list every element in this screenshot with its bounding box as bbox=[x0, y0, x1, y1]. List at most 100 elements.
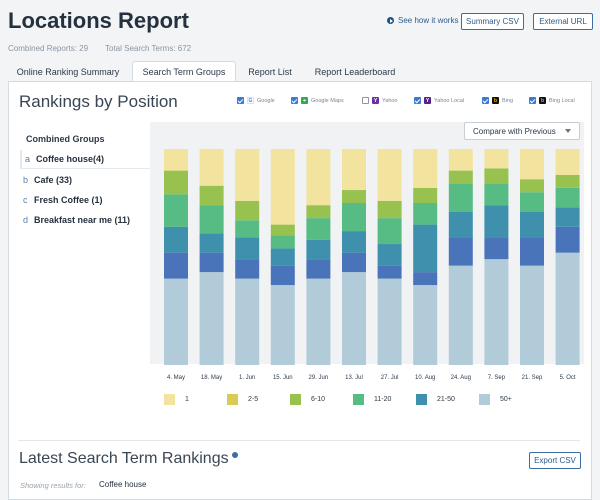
summary-csv-button[interactable]: Summary CSV bbox=[461, 13, 524, 30]
bar-segment-21-50-9[interactable] bbox=[484, 237, 509, 260]
engine-toggle-bing[interactable]: b Bing bbox=[482, 97, 513, 104]
bar-segment-1-9[interactable] bbox=[484, 149, 509, 169]
bar-segment-21-50-11[interactable] bbox=[555, 226, 580, 253]
bar-segment-2-5-6[interactable] bbox=[377, 200, 402, 219]
bar-segment-21-50-8[interactable] bbox=[448, 237, 473, 266]
bar-segment-50plus-1[interactable] bbox=[199, 272, 224, 365]
bar-segment-1-3[interactable] bbox=[270, 149, 295, 225]
bar-segment-1-4[interactable] bbox=[306, 149, 331, 206]
bar-segment-2-5-8[interactable] bbox=[448, 170, 473, 184]
bar-segment-6-10-8[interactable] bbox=[448, 183, 473, 212]
tab-search-term-groups[interactable]: Search Term Groups bbox=[132, 61, 236, 82]
bar-segment-21-50-5[interactable] bbox=[342, 252, 366, 273]
bar-segment-6-10-3[interactable] bbox=[270, 235, 295, 249]
bar-segment-21-50-7[interactable] bbox=[413, 272, 438, 286]
bar-segment-50plus-4[interactable] bbox=[306, 278, 331, 365]
bar-segment-11-20-3[interactable] bbox=[270, 248, 295, 266]
bar-segment-2-5-7[interactable] bbox=[413, 187, 438, 203]
bar-segment-1-10[interactable] bbox=[520, 149, 544, 180]
bar-segment-50plus-5[interactable] bbox=[342, 272, 366, 365]
x-tick-label: 1. Jun bbox=[239, 375, 255, 381]
bar-segment-1-0[interactable] bbox=[164, 149, 188, 171]
checkbox-icon[interactable] bbox=[237, 97, 244, 104]
bar-segment-2-5-4[interactable] bbox=[306, 205, 331, 219]
bar-segment-6-10-7[interactable] bbox=[413, 203, 438, 225]
bar-segment-11-20-11[interactable] bbox=[555, 207, 580, 227]
bar-segment-11-20-2[interactable] bbox=[235, 237, 260, 260]
engine-toggle-bing-local[interactable]: b Bing Local bbox=[529, 97, 575, 104]
engine-toggle-yahoo[interactable]: Y Yahoo bbox=[362, 97, 398, 104]
bar-segment-1-6[interactable] bbox=[377, 149, 402, 201]
bar-segment-6-10-1[interactable] bbox=[199, 205, 224, 234]
bar-segment-2-5-3[interactable] bbox=[270, 224, 295, 236]
bar-segment-1-8[interactable] bbox=[448, 149, 473, 171]
bar-segment-50plus-0[interactable] bbox=[164, 278, 188, 365]
bar-segment-11-20-8[interactable] bbox=[448, 211, 473, 238]
checkbox-icon[interactable] bbox=[529, 97, 536, 104]
checkbox-icon[interactable] bbox=[482, 97, 489, 104]
checkbox-icon[interactable] bbox=[362, 97, 369, 104]
bar-segment-11-20-5[interactable] bbox=[342, 231, 366, 253]
external-url-button[interactable]: External URL bbox=[533, 13, 593, 30]
bar-segment-50plus-2[interactable] bbox=[235, 278, 260, 365]
bar-segment-50plus-7[interactable] bbox=[413, 285, 438, 365]
bar-segment-21-50-2[interactable] bbox=[235, 259, 260, 279]
tab-report-leaderboard[interactable]: Report Leaderboard bbox=[314, 66, 396, 77]
bar-segment-11-20-9[interactable] bbox=[484, 205, 509, 238]
bar-segment-21-50-0[interactable] bbox=[164, 252, 188, 279]
bar-segment-11-20-6[interactable] bbox=[377, 244, 402, 266]
bar-segment-6-10-2[interactable] bbox=[235, 220, 260, 238]
engine-toggle-google[interactable]: G Google bbox=[237, 97, 275, 104]
engine-toggle-google-maps[interactable]: ⌖ Google Maps bbox=[291, 97, 344, 104]
compare-select[interactable]: Compare with Previous bbox=[464, 122, 580, 140]
bar-segment-50plus-11[interactable] bbox=[555, 252, 580, 365]
bar-segment-1-1[interactable] bbox=[199, 149, 224, 186]
how-it-works-link[interactable]: See how it works bbox=[387, 16, 458, 25]
bar-segment-1-2[interactable] bbox=[235, 149, 260, 201]
group-item-coffee-house[interactable]: a Coffee house(4) bbox=[20, 150, 150, 169]
bar-segment-11-20-4[interactable] bbox=[306, 239, 331, 260]
bar-segment-11-20-1[interactable] bbox=[199, 233, 224, 253]
bar-segment-2-5-9[interactable] bbox=[484, 168, 509, 184]
checkbox-icon[interactable] bbox=[414, 97, 421, 104]
group-item-fresh-coffee[interactable]: c Fresh Coffee (1) bbox=[20, 190, 150, 209]
bar-segment-50plus-9[interactable] bbox=[484, 259, 509, 365]
bar-segment-21-50-10[interactable] bbox=[520, 237, 544, 266]
bar-segment-21-50-3[interactable] bbox=[270, 265, 295, 286]
group-name: Coffee house(4) bbox=[36, 154, 105, 164]
bar-segment-50plus-6[interactable] bbox=[377, 278, 402, 365]
bar-segment-21-50-6[interactable] bbox=[377, 265, 402, 279]
tab-report-list[interactable]: Report List bbox=[248, 66, 292, 77]
bar-segment-2-5-1[interactable] bbox=[199, 185, 224, 206]
bar-segment-1-7[interactable] bbox=[413, 149, 438, 188]
bar-segment-11-20-0[interactable] bbox=[164, 226, 188, 253]
bar-segment-11-20-10[interactable] bbox=[520, 211, 544, 238]
bar-segment-50plus-3[interactable] bbox=[270, 285, 295, 365]
bar-segment-21-50-4[interactable] bbox=[306, 259, 331, 279]
bar-segment-6-10-0[interactable] bbox=[164, 194, 188, 227]
bar-segment-2-5-11[interactable] bbox=[555, 174, 580, 188]
info-icon[interactable] bbox=[231, 452, 238, 458]
bar-segment-6-10-9[interactable] bbox=[484, 183, 509, 206]
bar-segment-50plus-10[interactable] bbox=[520, 265, 544, 365]
bar-segment-6-10-6[interactable] bbox=[377, 218, 402, 245]
tab-online-ranking-summary[interactable]: Online Ranking Summary bbox=[16, 66, 120, 77]
bar-segment-1-11[interactable] bbox=[555, 149, 580, 175]
bar-segment-6-10-11[interactable] bbox=[555, 187, 580, 208]
bar-segment-2-5-0[interactable] bbox=[164, 170, 188, 195]
engine-toggle-yahoo-local[interactable]: Y Yahoo Local bbox=[414, 97, 464, 104]
bar-segment-2-5-10[interactable] bbox=[520, 179, 544, 193]
bar-segment-11-20-7[interactable] bbox=[413, 224, 438, 273]
bar-segment-21-50-1[interactable] bbox=[199, 252, 224, 273]
export-csv-button[interactable]: Export CSV bbox=[529, 452, 581, 469]
bar-segment-6-10-5[interactable] bbox=[342, 203, 366, 232]
group-item-breakfast-near-me[interactable]: d Breakfast near me (11) bbox=[20, 210, 150, 229]
bar-segment-6-10-4[interactable] bbox=[306, 218, 331, 240]
bar-segment-2-5-5[interactable] bbox=[342, 190, 366, 203]
bar-segment-1-5[interactable] bbox=[342, 149, 366, 191]
bar-segment-2-5-2[interactable] bbox=[235, 200, 260, 221]
checkbox-icon[interactable] bbox=[291, 97, 298, 104]
bar-segment-6-10-10[interactable] bbox=[520, 192, 544, 212]
bar-segment-50plus-8[interactable] bbox=[448, 265, 473, 365]
group-item-cafe[interactable]: b Cafe (33) bbox=[20, 170, 150, 189]
